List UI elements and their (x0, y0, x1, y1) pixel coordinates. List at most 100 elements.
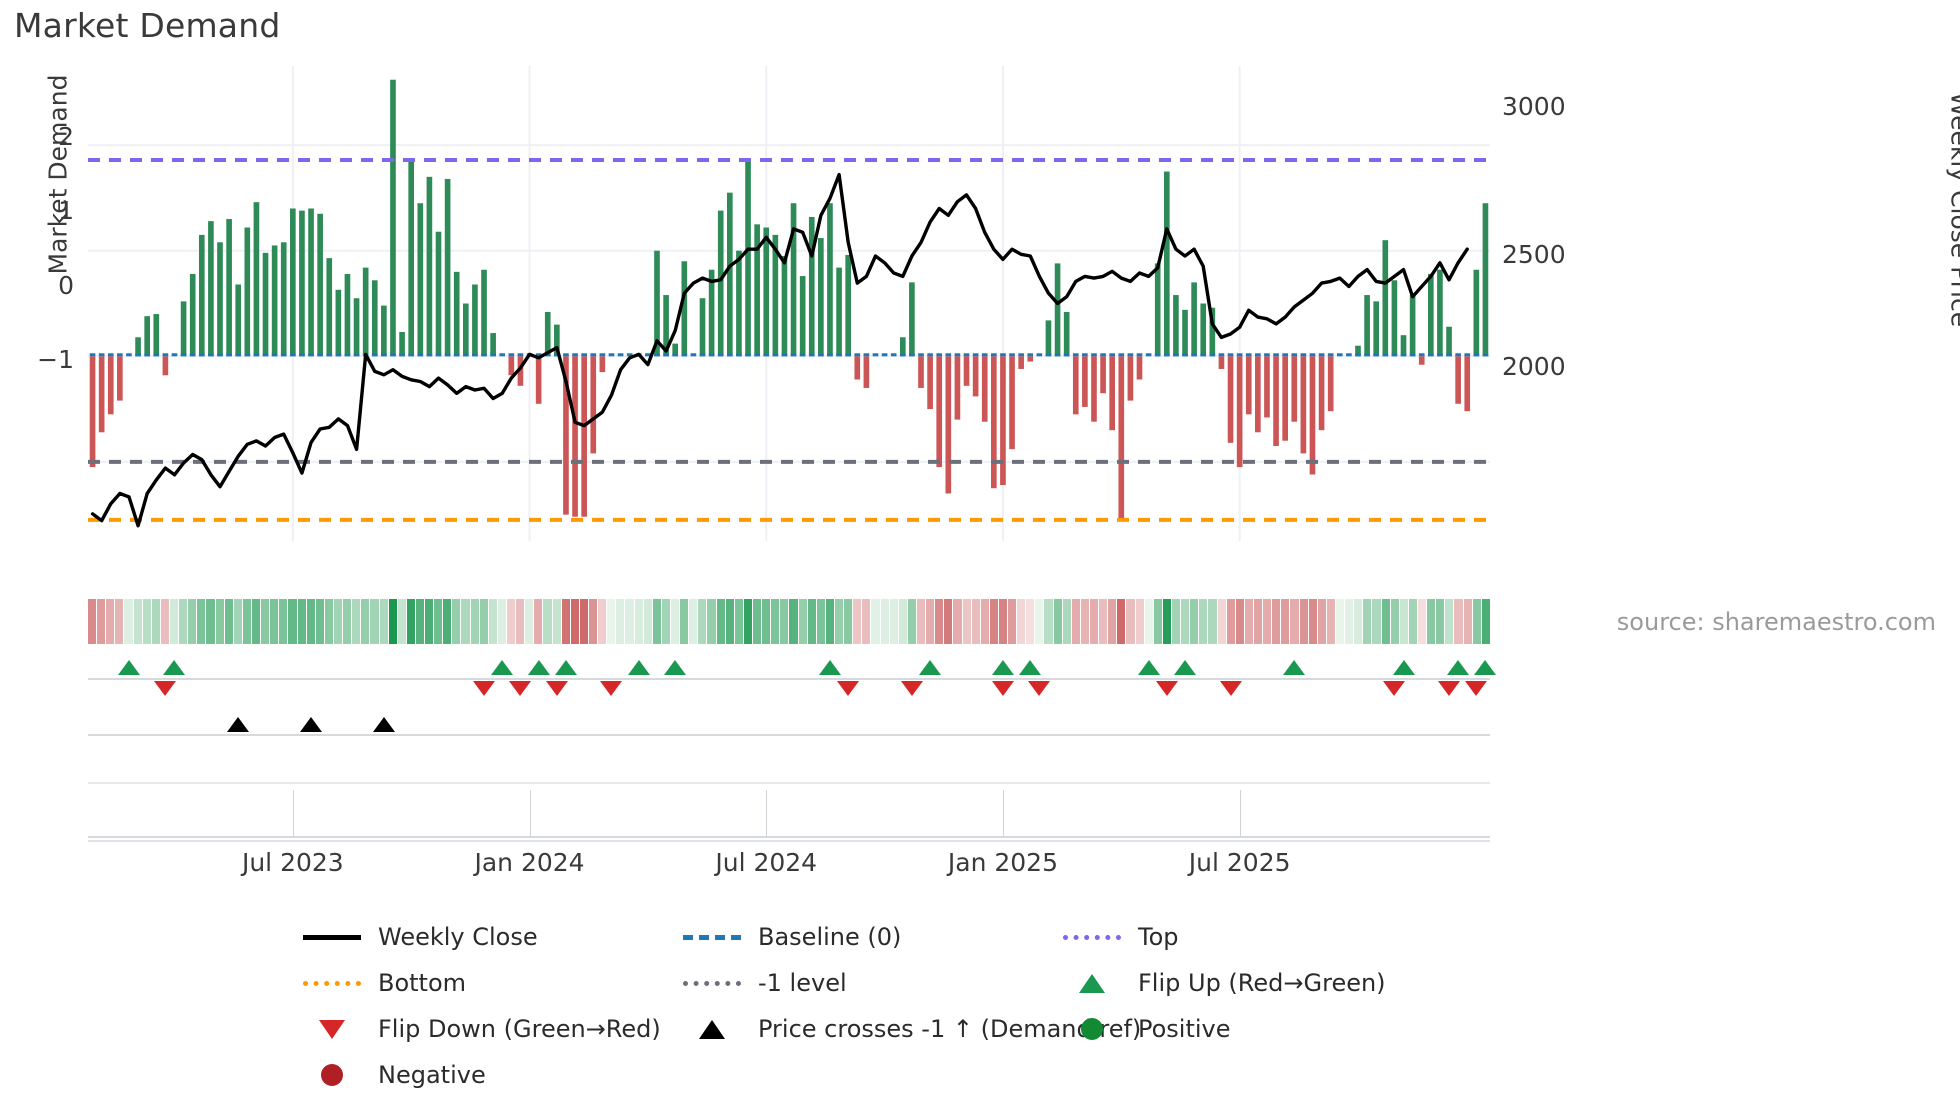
legend-item-flip-up[interactable]: Flip Up (Red→Green) (1060, 964, 1440, 1002)
legend-item-minus-one-level[interactable]: -1 level (680, 964, 1060, 1002)
heatmap-cell (1071, 599, 1080, 644)
heatmap-cell (1281, 599, 1290, 644)
heatmap-cell (288, 599, 297, 644)
y-tick-left-1: 1 (58, 196, 74, 225)
heatmap-cell (762, 599, 771, 644)
heatmap-cell (752, 599, 762, 644)
heatmap-cell (215, 599, 224, 644)
heatmap-cell (871, 599, 880, 644)
heatmap-cell (1445, 599, 1454, 644)
flip-up-marker-icon (1137, 660, 1160, 675)
heatmap-cell (935, 599, 944, 644)
heatmap-cell (834, 599, 844, 644)
heatmap-cell (261, 599, 270, 644)
heatmap-cell (1299, 599, 1308, 644)
heatmap-cell (543, 599, 552, 644)
legend-label: Negative (378, 1061, 486, 1089)
heatmap-cell (561, 599, 570, 644)
heatmap-cell (1290, 599, 1299, 644)
legend-item-top[interactable]: Top (1060, 918, 1440, 956)
heatmap-cell (716, 599, 725, 644)
heatmap-cell (661, 599, 670, 644)
heatmap-cell (88, 599, 97, 644)
y-tick-left-3: −1 (37, 345, 74, 374)
flip-down-marker-icon (991, 681, 1014, 696)
legend-item-flip-down[interactable]: Flip Down (Green→Red) (300, 1010, 680, 1048)
line-dotted-gray-icon (680, 974, 744, 992)
legend-label: Flip Up (Red→Green) (1138, 969, 1386, 997)
heatmap-cell (124, 599, 133, 644)
flip-down-marker-icon (600, 681, 623, 696)
y-tick-left-2: 0 (58, 271, 74, 300)
source-caption: source: sharemaestro.com (1616, 608, 1936, 636)
heatmap-cell (1463, 599, 1472, 644)
heatmap-cell (780, 599, 789, 644)
heatmap-cell (443, 599, 452, 644)
heatmap-cell (807, 599, 816, 644)
heatmap-cell (570, 599, 579, 644)
flip-up-marker-icon (1283, 660, 1306, 675)
x-tick-mark (1002, 790, 1004, 836)
heatmap-cell (1317, 599, 1326, 644)
heatmap-cell (1417, 599, 1427, 644)
heatmap-cell (1326, 599, 1335, 644)
heatmap-cell (1427, 599, 1436, 644)
heatmap-cell (1454, 599, 1463, 644)
heatmap-cell (907, 599, 916, 644)
flip-down-marker-icon (837, 681, 860, 696)
heatmap-cell (844, 599, 853, 644)
heatmap-cell (1008, 599, 1017, 644)
heatmap-cell (1080, 599, 1090, 644)
heatmap-cell (1335, 599, 1345, 644)
heatmap-cell (479, 599, 488, 644)
heatmap-cell (1363, 599, 1372, 644)
heatmap-cell (352, 599, 361, 644)
heatmap-cell (461, 599, 470, 644)
heatmap-cell (1053, 599, 1062, 644)
heatmap-cell (361, 599, 370, 644)
flip-down-marker-icon (1028, 681, 1051, 696)
heatmap-cell (324, 599, 333, 644)
x-tick-label: Jul 2024 (715, 848, 818, 877)
heatmap-cell (652, 599, 661, 644)
heatmap-cell (1436, 599, 1445, 644)
heatmap-cell (1308, 599, 1317, 644)
heatmap-cell (406, 599, 415, 644)
legend-item-weekly-close[interactable]: Weekly Close (300, 918, 680, 956)
x-tick-label: Jan 2025 (947, 848, 1058, 877)
price-cross-marker-icon (227, 717, 250, 732)
heatmap-cell (1199, 599, 1208, 644)
flip-up-marker-icon (1174, 660, 1197, 675)
market-demand-plot (88, 66, 1490, 541)
heatmap-cell (980, 599, 989, 644)
lower-divider-2 (88, 840, 1490, 842)
legend-item-bottom[interactable]: Bottom (300, 964, 680, 1002)
heatmap-cell (1026, 599, 1035, 644)
demand-heatmap-strip (88, 599, 1490, 644)
legend-item-price-crosses[interactable]: Price crosses -1 ↑ (Demand ref) (680, 1010, 1141, 1048)
heatmap-cell (452, 599, 461, 644)
heatmap-cell (233, 599, 242, 644)
heatmap-cell (497, 599, 507, 644)
legend-item-baseline[interactable]: Baseline (0) (680, 918, 1060, 956)
heatmap-cell (306, 599, 315, 644)
heatmap-cell (625, 599, 634, 644)
legend-item-negative[interactable]: Negative (300, 1056, 680, 1094)
heatmap-cell (488, 599, 497, 644)
heatmap-cell (188, 599, 197, 644)
x-axis-line (88, 836, 1490, 838)
x-tick-mark (766, 790, 768, 836)
legend-label: Positive (1138, 1015, 1231, 1043)
circle-red-icon (300, 1064, 364, 1086)
heatmap-cell (616, 599, 625, 644)
x-tick-mark (1239, 790, 1241, 836)
flip-down-marker-icon (545, 681, 568, 696)
heatmap-cell (771, 599, 780, 644)
heatmap-cell (1162, 599, 1172, 644)
heatmap-cell (333, 599, 343, 644)
price-cross-marker-icon (372, 717, 395, 732)
heatmap-cell (434, 599, 443, 644)
legend-item-positive[interactable]: Positive (1060, 1010, 1440, 1048)
heatmap-cell (133, 599, 142, 644)
heatmap-cell (989, 599, 998, 644)
